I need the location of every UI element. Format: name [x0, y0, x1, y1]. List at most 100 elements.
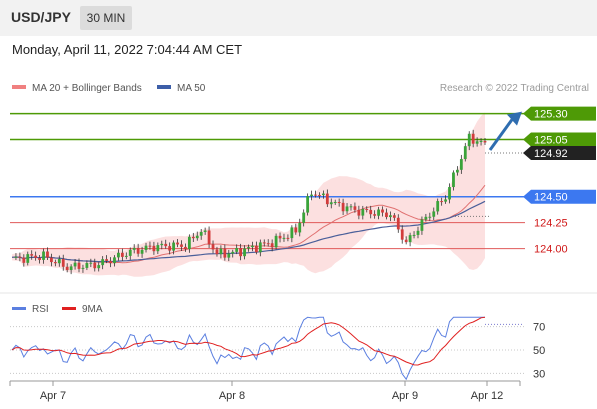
price-tag-label: 125.30	[534, 109, 568, 121]
candle-body	[278, 235, 282, 239]
candle-body	[168, 246, 172, 251]
candle-body	[105, 259, 108, 261]
candle-body	[239, 248, 243, 257]
candle-body	[144, 245, 148, 250]
candle-body	[463, 146, 467, 160]
candle-body	[136, 247, 140, 254]
candle-body	[81, 267, 85, 269]
candle-body	[266, 243, 270, 245]
rsi-tick-50: 50	[533, 345, 545, 357]
candle-body	[282, 237, 286, 239]
candle-body	[22, 257, 26, 263]
rsi-line	[11, 316, 485, 381]
candle-body	[408, 235, 412, 243]
candle-body	[30, 254, 34, 256]
candle-body	[436, 201, 440, 212]
candle-body	[93, 262, 97, 269]
candle-body	[286, 237, 290, 239]
price-tag-124.50: 124.50	[523, 189, 596, 204]
candle-body	[152, 245, 156, 252]
candle-body	[184, 246, 187, 250]
candle-body	[396, 217, 400, 230]
candle-body	[199, 231, 203, 236]
candle-body	[321, 193, 325, 196]
candle-body	[440, 201, 444, 203]
candle-body	[128, 249, 132, 256]
candle-body	[467, 133, 471, 147]
candle-body	[101, 259, 105, 266]
candle-body	[156, 245, 160, 252]
candle-body	[195, 235, 199, 239]
candle-body	[373, 214, 377, 216]
candle-body	[341, 202, 345, 212]
candle-body	[302, 212, 306, 223]
candle-body	[57, 258, 61, 264]
price-tag-124.92: 124.92	[523, 146, 596, 161]
candle-body	[26, 254, 30, 263]
candle-body	[148, 245, 152, 247]
candle-body	[333, 202, 337, 204]
candle-body	[258, 242, 262, 253]
candle-body	[318, 195, 321, 197]
candle-body	[254, 245, 258, 253]
candle-body	[471, 133, 475, 144]
candle-body	[34, 255, 38, 258]
candle-body	[243, 248, 246, 257]
candle-body	[432, 211, 436, 217]
price-levels	[10, 112, 525, 250]
candle-body	[452, 172, 455, 188]
price-tag-bg	[523, 146, 596, 161]
candle-body	[215, 249, 219, 255]
candle-body	[176, 242, 179, 245]
candle-body	[38, 257, 41, 260]
x-tick-label: Apr 8	[219, 390, 245, 402]
candle-body	[117, 252, 120, 258]
candle-body	[392, 215, 396, 218]
candle-body	[262, 242, 266, 244]
price-tag-label: 124.00	[534, 244, 568, 256]
candle-body	[97, 265, 101, 269]
candle-body	[306, 196, 310, 213]
timeframe-button[interactable]: 30 MIN	[80, 6, 132, 30]
candle-body	[120, 252, 124, 257]
price-tag-bg	[523, 132, 596, 147]
x-tick-label: Apr 12	[471, 390, 503, 402]
candle-body	[377, 209, 380, 216]
candle-body	[448, 187, 451, 200]
candle-body	[385, 212, 388, 218]
candle-body	[211, 244, 215, 250]
candle-body	[65, 266, 69, 271]
candle-body	[420, 219, 424, 231]
candle-body	[247, 247, 250, 249]
price-tag-label: 124.92	[534, 148, 568, 160]
candle-body	[231, 251, 235, 254]
candle-body	[251, 245, 254, 248]
candle-body	[124, 255, 128, 257]
legend-swatch-9ma	[62, 307, 76, 310]
price-tag-bg	[523, 189, 596, 204]
candle-body	[456, 169, 459, 173]
candle-body	[310, 194, 313, 197]
price-tag-label: 125.05	[534, 135, 568, 147]
candle-body	[113, 257, 116, 264]
candle-body	[381, 209, 384, 213]
candle-body	[53, 262, 57, 264]
candle-body	[160, 243, 164, 246]
candle-body	[187, 236, 191, 250]
candle-body	[424, 216, 428, 220]
legend: MA 20 + Bollinger Bands MA 50	[12, 83, 206, 94]
candle-body	[459, 159, 463, 170]
price-tag-124.00: 124.00	[534, 244, 568, 256]
price-tag-label: 124.25	[534, 218, 568, 230]
candle-body	[274, 235, 278, 248]
legend-label-9ma: 9MA	[82, 304, 103, 315]
rsi-legend: RSI 9MA	[12, 304, 103, 315]
candle-body	[207, 230, 211, 245]
candle-body	[164, 243, 168, 247]
candle-body	[329, 202, 333, 205]
price-tags: 125.30 125.05 124.50 124.25 124.00 124.92	[523, 106, 596, 256]
candle-body	[298, 222, 302, 233]
candle-body	[479, 140, 483, 142]
candle-body	[365, 208, 369, 210]
